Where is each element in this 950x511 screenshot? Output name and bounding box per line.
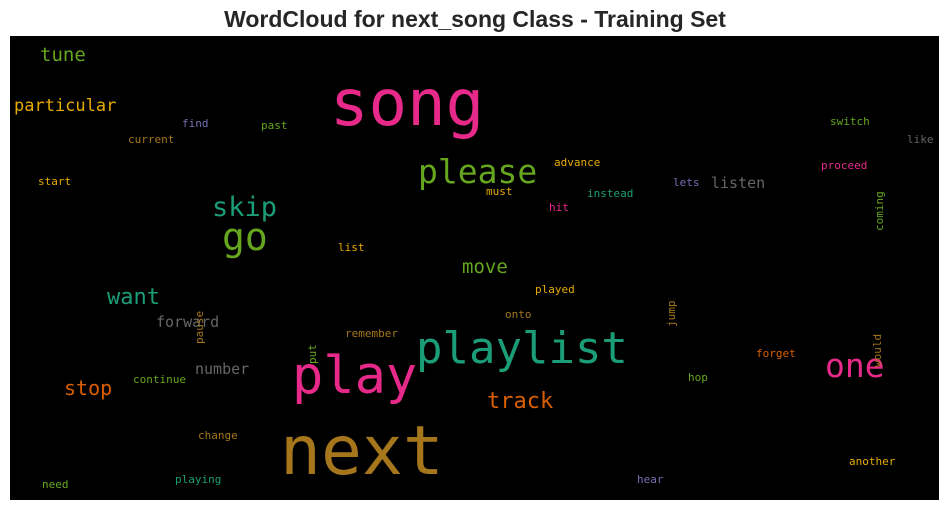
word-track: track (487, 389, 554, 414)
word-jump: jump (665, 300, 678, 328)
word-current: current (128, 133, 175, 146)
word-move: move (462, 256, 508, 278)
word-coming: coming (873, 190, 886, 231)
word-another: another (849, 455, 896, 468)
word-tune: tune (40, 44, 86, 66)
word-listen: listen (711, 174, 766, 192)
word-lets: lets (673, 176, 700, 189)
word-forget: forget (756, 347, 796, 360)
word-like: like (907, 133, 934, 146)
word-go: go (222, 215, 268, 259)
word-playlist: playlist (416, 323, 628, 374)
word-instead: instead (587, 187, 634, 200)
word-skip: skip (212, 192, 278, 223)
word-want: want (107, 285, 160, 310)
chart-title: WordCloud for next_song Class - Training… (224, 6, 726, 32)
word-one: one (825, 346, 885, 385)
word-playing: playing (175, 473, 222, 486)
word-song: song (330, 67, 485, 141)
word-list: list (338, 241, 365, 254)
word-onto: onto (505, 308, 532, 321)
word-change: change (198, 429, 238, 442)
word-hit: hit (549, 201, 569, 214)
word-next: next (280, 412, 444, 491)
word-put: put (306, 343, 319, 364)
word-find: find (182, 117, 209, 130)
word-would: would (871, 333, 884, 367)
word-advance: advance (554, 156, 601, 169)
word-played: played (535, 283, 575, 296)
word-need: need (42, 478, 69, 491)
word-stop: stop (64, 376, 113, 400)
word-hop: hop (688, 371, 708, 384)
word-start: start (38, 175, 72, 188)
word-proceed: proceed (821, 159, 868, 172)
word-forward: forward (156, 313, 220, 331)
word-please: please (418, 152, 538, 191)
word-hear: hear (637, 473, 664, 486)
word-past: past (261, 119, 288, 132)
word-pause: pause (193, 310, 206, 344)
word-cloud: song next playlist play one please go skip track… (10, 36, 939, 500)
word-continue: continue (133, 373, 186, 386)
word-remember: remember (345, 327, 398, 340)
word-number: number (195, 360, 250, 378)
word-play: play (292, 346, 418, 406)
word-switch: switch (830, 115, 870, 128)
word-particular: particular (14, 96, 117, 116)
word-must: must (486, 185, 513, 198)
